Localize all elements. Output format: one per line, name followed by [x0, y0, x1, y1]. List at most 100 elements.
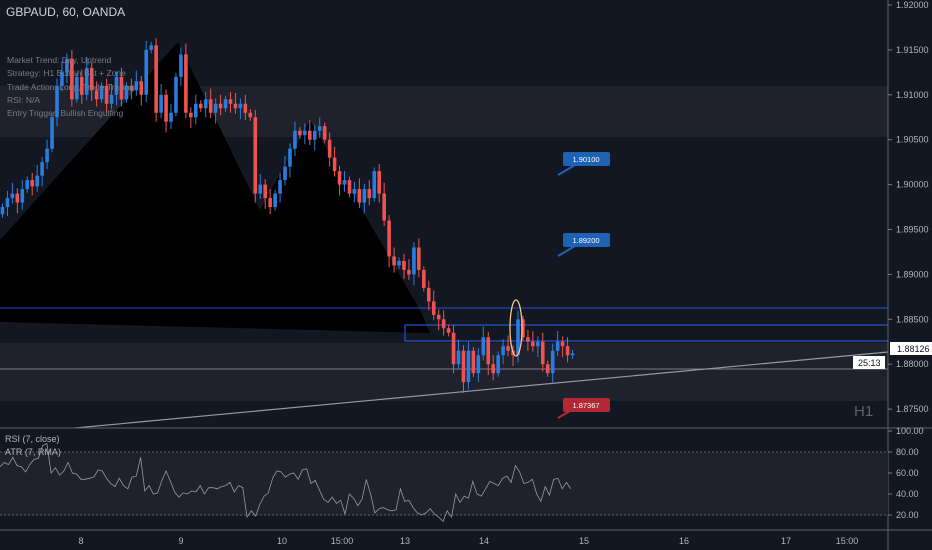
candle-body — [560, 341, 565, 347]
candle-body — [456, 350, 461, 365]
callout-target-1[interactable]: 1.90100 — [557, 152, 610, 176]
time-tick-label: 15 — [579, 536, 589, 546]
current-price-label: 1.88126 — [890, 342, 932, 355]
candle-body — [540, 341, 545, 365]
rsi-tick-label: 100.00 — [896, 426, 924, 436]
candle-body — [565, 346, 570, 356]
atr-indicator-label[interactable]: ATR (7, RMA) — [5, 447, 61, 457]
info-entry-trigger: Entry Trigger: Bullish Engulfing — [7, 108, 124, 118]
price-tick-label: 1.87500 — [896, 404, 929, 414]
candle-body — [387, 220, 391, 257]
candle-body — [441, 319, 446, 329]
candle-body — [526, 337, 530, 342]
candle-body — [15, 193, 20, 203]
time-tick-label: 10 — [277, 536, 287, 546]
price-tick-label: 1.88500 — [896, 314, 929, 324]
candle-body — [273, 193, 277, 208]
candle-body — [293, 130, 297, 149]
candle-body — [139, 81, 144, 95]
callout-target-2[interactable]: 1.89200 — [557, 233, 610, 257]
candle-body — [159, 94, 163, 113]
price-axis[interactable]: 1.92000 1.91500 1.91000 1.90500 1.90000 1.895… — [888, 0, 929, 414]
candle-body — [521, 319, 525, 338]
svg-text:1.88126: 1.88126 — [897, 344, 930, 354]
candle-body — [169, 112, 173, 122]
candle-body — [461, 350, 466, 383]
candle-body — [417, 247, 421, 270]
candle-body — [471, 350, 476, 374]
price-tick-label: 1.89500 — [896, 225, 929, 235]
candle-body — [144, 49, 149, 95]
info-market-trend: Market Trend: Day, Uptrend — [7, 55, 112, 65]
svg-text:25:13: 25:13 — [858, 358, 881, 368]
price-tick-label: 1.89000 — [896, 269, 929, 279]
rsi-axis[interactable]: 100.00 80.00 60.00 40.00 20.00 — [888, 426, 924, 520]
candle-body — [50, 117, 54, 149]
candle-body — [516, 319, 520, 356]
candle-body — [35, 175, 39, 187]
engulfing-highlight — [509, 299, 523, 357]
rsi-tick-label: 80.00 — [896, 447, 919, 457]
candle-body — [555, 341, 560, 351]
candle-body — [223, 99, 228, 109]
candle-body — [476, 355, 481, 374]
candle-body — [436, 314, 441, 320]
timeframe-watermark: H1 — [854, 403, 873, 420]
candle-body — [248, 112, 253, 118]
candle-body — [362, 189, 367, 203]
price-tick-label: 1.90500 — [896, 135, 929, 145]
candle-body — [124, 85, 129, 100]
candle-body — [491, 364, 496, 374]
candle-body — [164, 94, 168, 122]
rsi-tick-label: 20.00 — [896, 510, 919, 520]
candle-body — [278, 180, 282, 194]
time-tick-label: 13 — [400, 536, 410, 546]
candle-body — [303, 130, 307, 136]
candle-body — [327, 139, 332, 158]
candle-body — [288, 148, 292, 167]
candle-body — [104, 85, 109, 104]
rsi-band — [0, 452, 888, 515]
candle-body — [174, 76, 178, 113]
candle-body — [377, 171, 382, 194]
callout-label: 1.87367 — [572, 401, 599, 410]
candle-body — [352, 189, 357, 194]
candle-body — [486, 337, 491, 365]
candle-body — [253, 117, 258, 194]
callout-label: 1.89200 — [572, 236, 599, 245]
rsi-indicator-label[interactable]: RSI (7, close) — [5, 434, 60, 444]
trendline[interactable] — [74, 351, 889, 429]
candle-body — [431, 301, 436, 315]
candle-body — [496, 355, 500, 374]
candle-body — [129, 85, 134, 91]
candle-body — [308, 130, 312, 140]
candle-body — [342, 180, 347, 185]
candle-body — [184, 54, 188, 113]
rsi-tick-label: 40.00 — [896, 489, 919, 499]
candle-body — [203, 99, 208, 109]
candle-body — [397, 260, 401, 266]
candle-body — [70, 58, 74, 100]
candle-body — [312, 130, 317, 140]
candle-body — [149, 45, 153, 50]
time-tick-label: 16 — [679, 536, 689, 546]
time-tick-label: 15:00 — [836, 536, 859, 546]
candle-body — [536, 341, 540, 347]
candle-body — [193, 103, 198, 118]
candle-body — [402, 260, 406, 270]
symbol-title[interactable]: GBPAUD, 60, OANDA — [6, 5, 126, 19]
time-axis[interactable]: 8 9 10 15:00 13 14 15 16 17 15:00 — [78, 536, 858, 546]
candle-body — [332, 157, 337, 172]
candle-body — [45, 148, 49, 163]
candle-body — [218, 103, 223, 109]
candle-body — [258, 184, 263, 194]
candle-body — [119, 76, 124, 100]
candle-body — [243, 103, 248, 113]
candle-body — [233, 103, 238, 109]
callout-stop[interactable]: 1.87367 — [557, 398, 610, 419]
candle-body — [531, 341, 535, 347]
candle-body — [99, 85, 104, 100]
candle-body — [179, 54, 183, 77]
entry-zone-box[interactable] — [404, 324, 889, 342]
